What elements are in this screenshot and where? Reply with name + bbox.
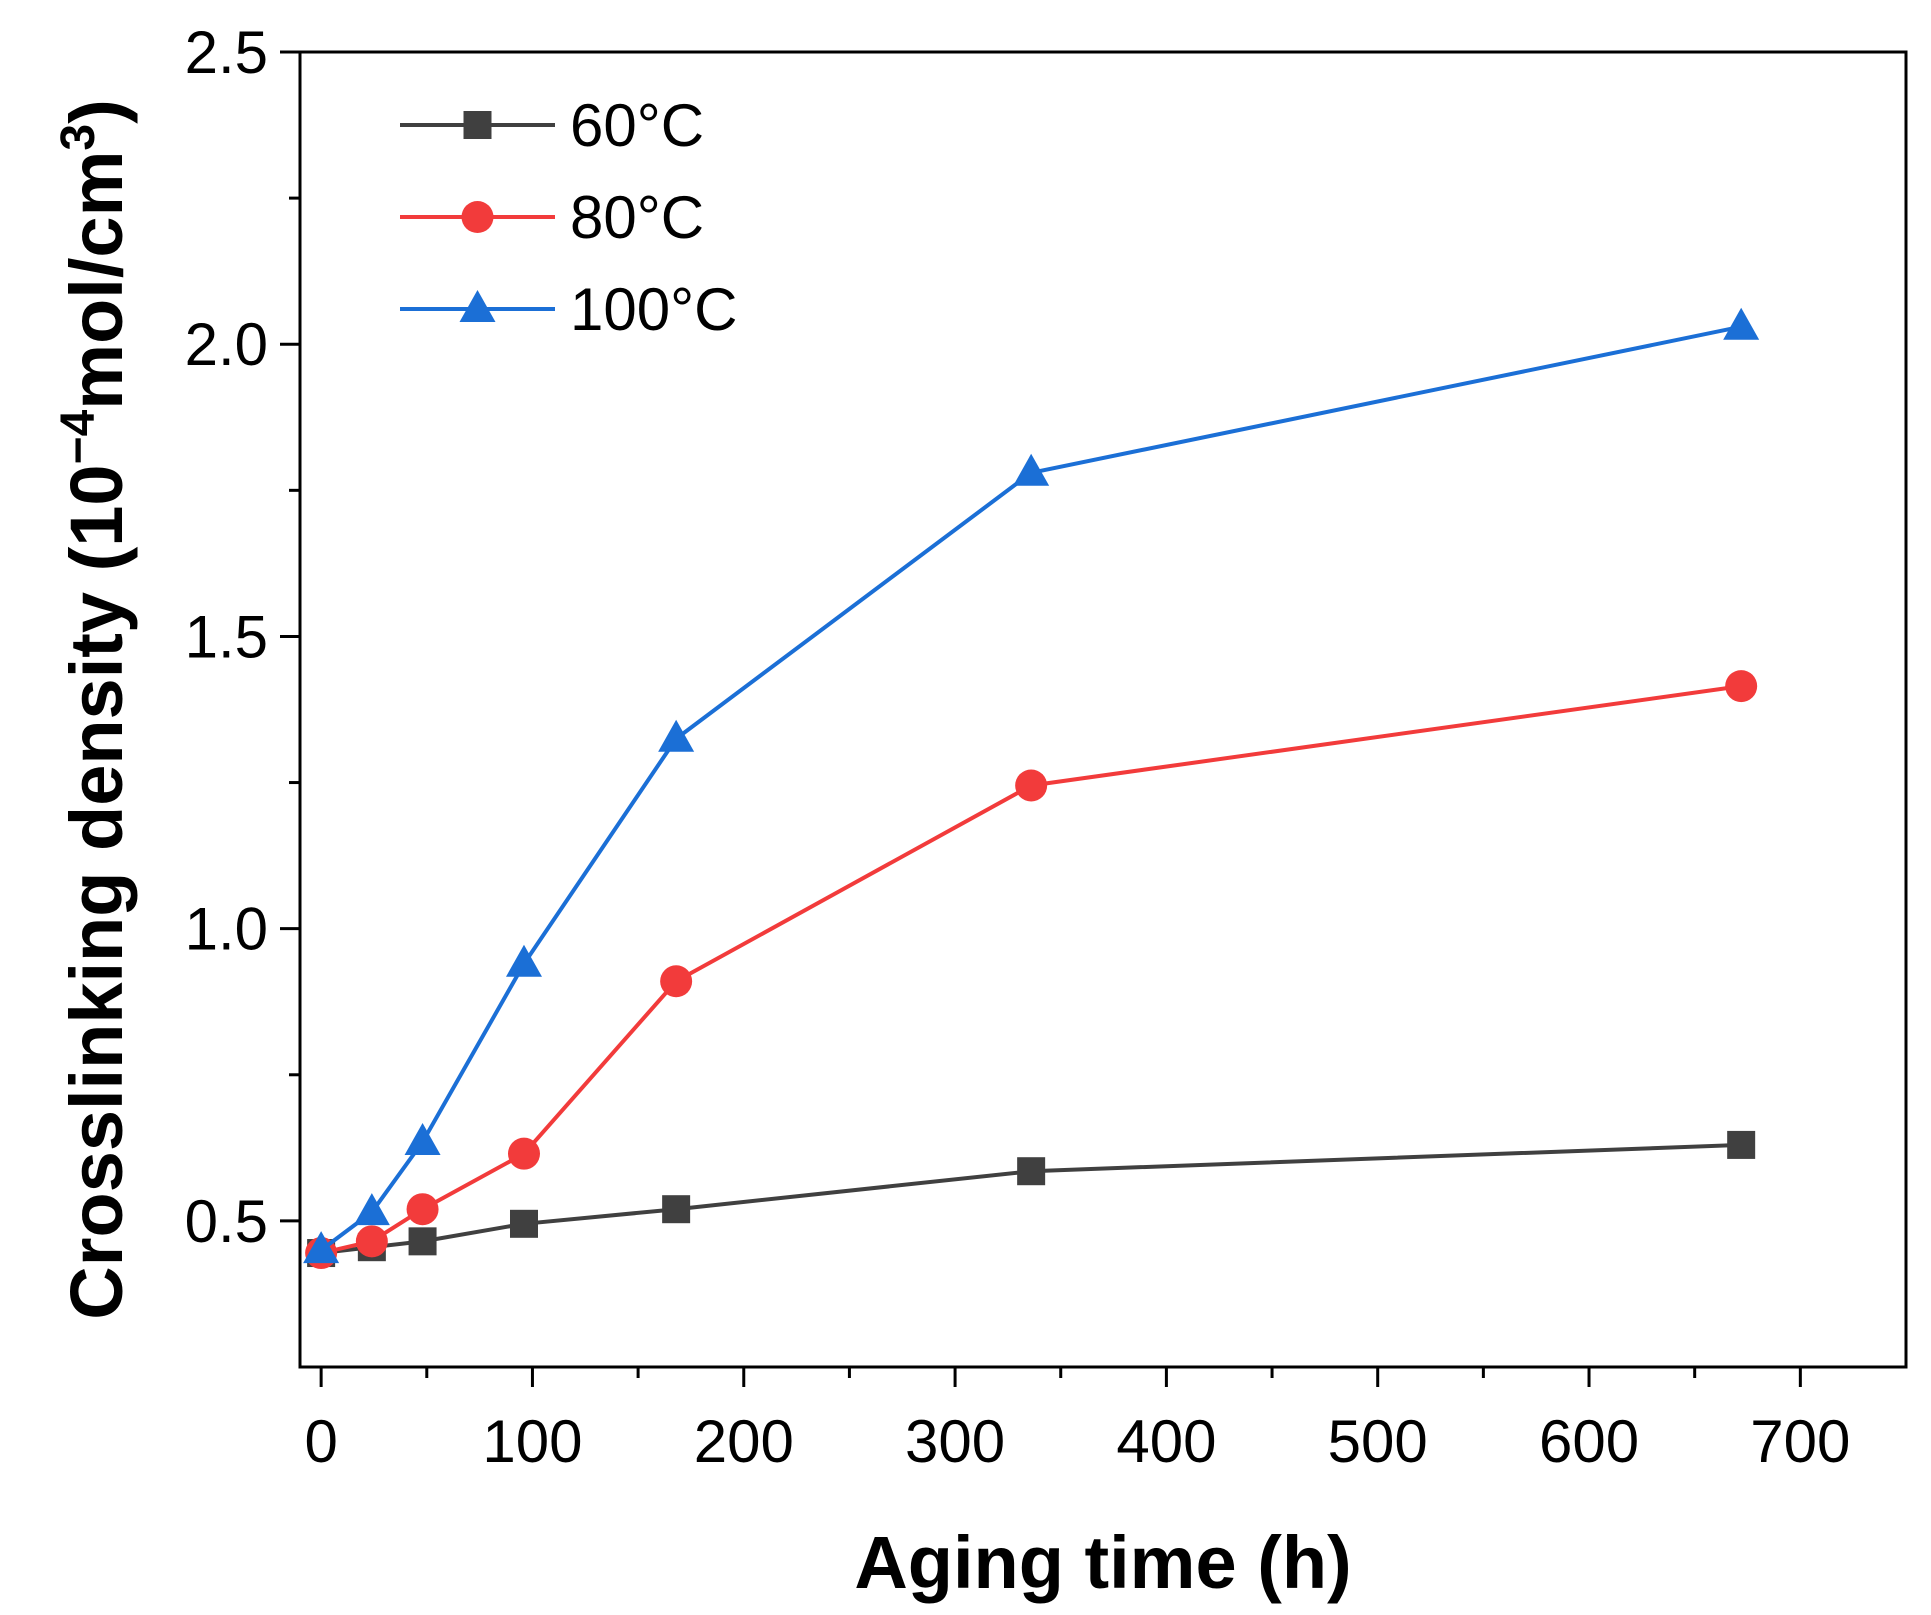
x-tick-label: 400 — [1116, 1408, 1216, 1475]
data-point — [658, 719, 695, 752]
y-tick-label: 0.5 — [185, 1188, 268, 1255]
y-axis-title: Crosslinking density (10−4mol/cm3) — [52, 99, 138, 1320]
legend-marker — [463, 111, 492, 139]
legend: 60°C 80°C 100°C — [400, 92, 737, 343]
data-point — [505, 944, 542, 977]
x-tick-label: 500 — [1328, 1408, 1428, 1475]
y-axis-title-prefix: Crosslinking density (10 — [55, 464, 138, 1319]
y-tick-label: 2.0 — [185, 311, 268, 378]
data-point — [355, 1225, 388, 1258]
legend-marker — [461, 201, 494, 233]
y-axis-title-exponent: −4 — [52, 409, 105, 464]
data-point — [408, 1227, 437, 1256]
legend-marker — [459, 290, 496, 322]
data-point — [509, 1209, 538, 1238]
series-layer — [303, 307, 1760, 1270]
x-axis-title: Aging time (h) — [854, 1521, 1351, 1604]
legend-label: 80°C — [570, 184, 704, 251]
ticks-layer: 0 100 200 300 400 500 600 700 0.5 1.0 1.5 2.0 2.5 — [185, 19, 1851, 1475]
data-point — [1723, 307, 1760, 340]
legend-item: 60°C — [400, 92, 704, 159]
y-axis-title-unit-exponent: 3 — [52, 124, 105, 151]
data-point — [660, 965, 693, 998]
x-tick-label: 700 — [1750, 1408, 1850, 1475]
x-tick-label: 0 — [304, 1408, 337, 1475]
x-tick-label: 600 — [1539, 1408, 1639, 1475]
legend-label: 100°C — [570, 276, 737, 343]
series-100°C — [303, 307, 1760, 1264]
data-point — [1015, 769, 1048, 802]
data-point — [1013, 453, 1050, 486]
plot-frame — [298, 50, 1908, 1369]
y-tick-label: 2.5 — [185, 19, 268, 86]
legend-item: 100°C — [400, 276, 737, 343]
legend-item: 80°C — [400, 184, 704, 251]
data-point — [662, 1195, 691, 1224]
data-point — [1017, 1157, 1046, 1186]
data-point — [406, 1193, 439, 1226]
data-point — [507, 1137, 540, 1170]
data-point — [404, 1122, 441, 1155]
x-tick-label: 100 — [482, 1408, 582, 1475]
x-tick-label: 200 — [694, 1408, 794, 1475]
y-tick-label: 1.0 — [185, 896, 268, 963]
data-point — [1725, 670, 1758, 703]
data-point — [303, 1231, 340, 1264]
y-tick-label: 1.5 — [185, 603, 268, 670]
legend-label: 60°C — [570, 92, 704, 159]
x-tick-label: 300 — [905, 1408, 1005, 1475]
y-axis-title-unit: mol/cm — [55, 151, 138, 410]
y-axis-title-suffix: ) — [55, 99, 138, 124]
data-point — [1727, 1130, 1756, 1159]
data-point — [353, 1193, 390, 1226]
